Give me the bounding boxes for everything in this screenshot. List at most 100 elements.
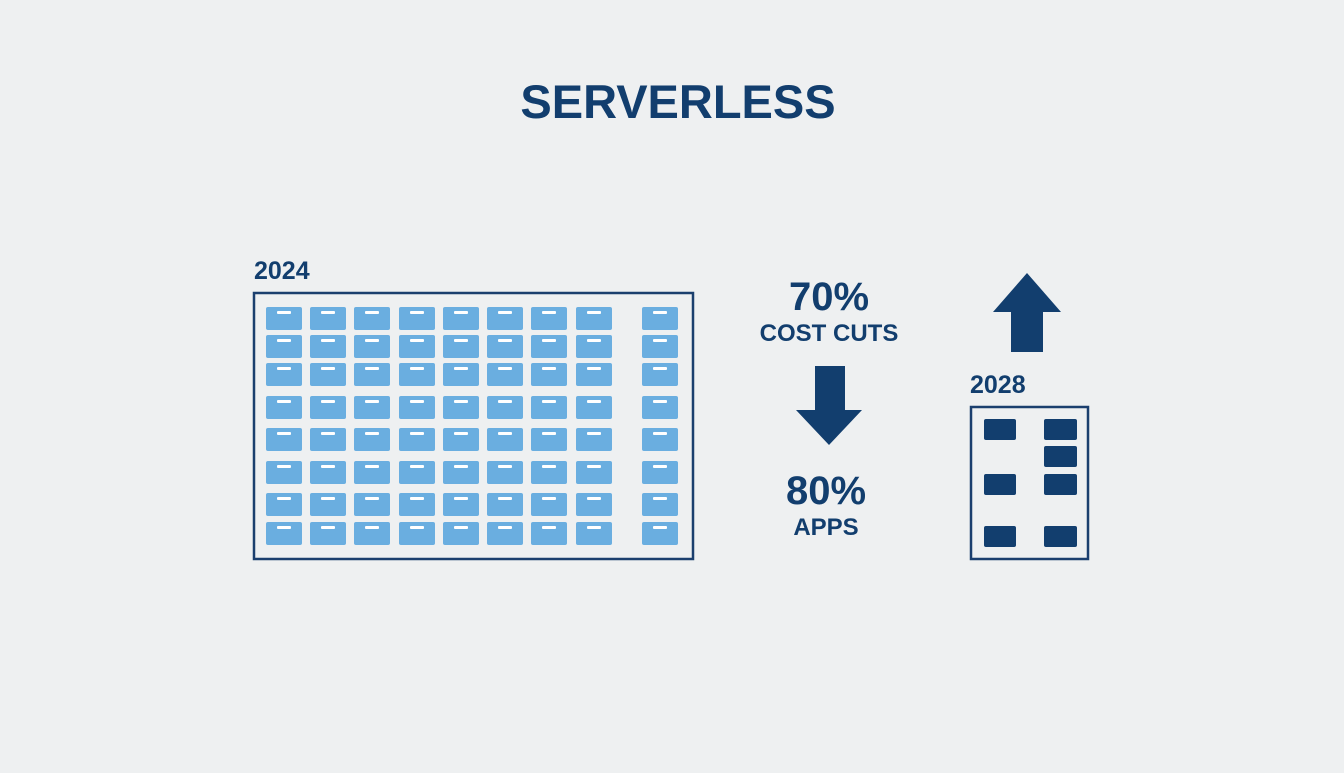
server (642, 307, 678, 330)
server-slot (653, 339, 667, 342)
server (576, 396, 612, 419)
server (354, 461, 390, 484)
server-slot (410, 432, 424, 435)
server-slot (587, 497, 601, 500)
server-slot (653, 400, 667, 403)
server-slot (277, 432, 291, 435)
server (354, 522, 390, 545)
server (531, 493, 567, 516)
server (399, 461, 435, 484)
server (310, 396, 346, 419)
title: SERVERLESS (520, 75, 835, 128)
server (443, 461, 479, 484)
server (354, 428, 390, 451)
server (310, 428, 346, 451)
stat-caption: APPS (793, 514, 858, 541)
server-slot (454, 497, 468, 500)
server-slot (498, 311, 512, 314)
server (984, 526, 1016, 547)
server (576, 428, 612, 451)
server-slot (321, 311, 335, 314)
server (266, 363, 302, 386)
server (399, 363, 435, 386)
server-slot (587, 367, 601, 370)
server-slot (498, 432, 512, 435)
server (354, 307, 390, 330)
server (266, 493, 302, 516)
stat-value: 80% (786, 469, 866, 513)
server-slot (321, 526, 335, 529)
server (487, 335, 523, 358)
server-slot (498, 526, 512, 529)
server (487, 363, 523, 386)
server-slot (277, 400, 291, 403)
server (443, 363, 479, 386)
server (1044, 446, 1077, 467)
server-slot (277, 339, 291, 342)
server (354, 335, 390, 358)
server (266, 396, 302, 419)
server (310, 335, 346, 358)
server (399, 307, 435, 330)
server-slot (587, 339, 601, 342)
year-label: 2028 (970, 371, 1026, 399)
server (642, 396, 678, 419)
up-arrow (993, 273, 1061, 352)
server-slot (498, 367, 512, 370)
server (487, 428, 523, 451)
server-slot (454, 339, 468, 342)
server (642, 363, 678, 386)
server-slot (410, 465, 424, 468)
server-rack-box (969, 405, 1090, 561)
server-slot (542, 526, 556, 529)
server-slot (542, 432, 556, 435)
server (443, 428, 479, 451)
server (642, 428, 678, 451)
server-slot (365, 367, 379, 370)
server (984, 474, 1016, 495)
server-slot (321, 367, 335, 370)
server-slot (587, 432, 601, 435)
server (576, 335, 612, 358)
server-slot (277, 367, 291, 370)
server (642, 522, 678, 545)
server (487, 396, 523, 419)
server-slot (365, 526, 379, 529)
server-slot (498, 400, 512, 403)
server (642, 493, 678, 516)
server (1044, 474, 1077, 495)
server-slot (410, 311, 424, 314)
server (266, 428, 302, 451)
server (266, 335, 302, 358)
server-slot (587, 526, 601, 529)
server (642, 461, 678, 484)
server-slot (542, 339, 556, 342)
server-slot (542, 400, 556, 403)
server-slot (277, 311, 291, 314)
server-slot (653, 497, 667, 500)
server-slot (410, 497, 424, 500)
server (531, 522, 567, 545)
server (487, 307, 523, 330)
server (354, 396, 390, 419)
server (487, 461, 523, 484)
server (266, 307, 302, 330)
server (531, 363, 567, 386)
server (399, 428, 435, 451)
stat-caption: COST CUTS (760, 320, 899, 347)
server-slot (653, 311, 667, 314)
server-slot (454, 367, 468, 370)
server (443, 493, 479, 516)
server-slot (410, 400, 424, 403)
server-grid (266, 307, 678, 545)
server-slot (454, 311, 468, 314)
server-slot (498, 339, 512, 342)
server (531, 428, 567, 451)
server (266, 522, 302, 545)
server-slot (454, 432, 468, 435)
server-slot (587, 465, 601, 468)
server (399, 522, 435, 545)
down-arrow (796, 366, 862, 445)
